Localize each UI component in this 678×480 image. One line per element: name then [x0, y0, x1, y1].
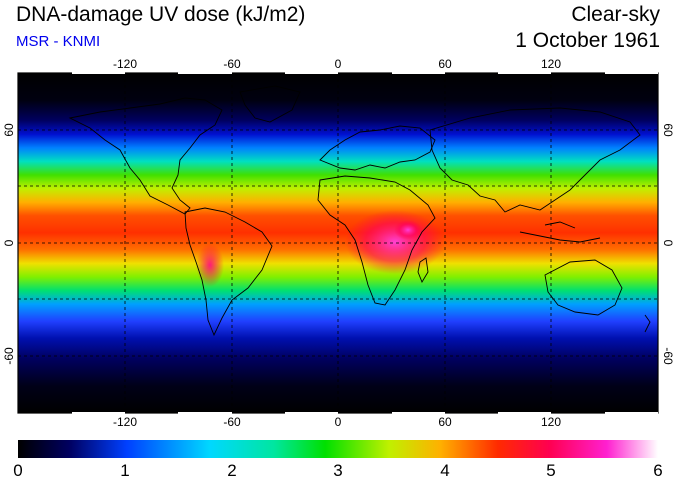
- colorbar-tick: 2: [227, 461, 236, 480]
- coastline-new-zealand: [644, 314, 651, 333]
- lat-label-left: 0: [2, 239, 16, 246]
- lon-labels-top: -120 -60 0 60 120: [113, 57, 561, 71]
- coastline-indonesia: [519, 221, 601, 243]
- coastline-europe: [319, 125, 436, 171]
- lon-labels-bottom: -120 -60 0 60 120: [113, 415, 561, 429]
- lon-label-bottom: -120: [113, 415, 137, 429]
- colorbar-tick: 3: [333, 461, 342, 480]
- coastlines: [68, 85, 651, 337]
- colorbar-labels: 0 1 2 3 4 5 6: [13, 461, 662, 480]
- lon-label-bottom: 120: [541, 415, 561, 429]
- lon-label-top: 60: [438, 57, 452, 71]
- colorbar: [18, 440, 658, 458]
- lon-label-top: 120: [541, 57, 561, 71]
- lon-label-top: 0: [335, 57, 342, 71]
- colorbar-tick: 0: [13, 461, 22, 480]
- coastline-north-america: [68, 97, 223, 215]
- coastline-greenland: [239, 85, 301, 123]
- coastline-africa: [317, 175, 436, 306]
- coastline-australia: [544, 259, 623, 316]
- colorbar-tick: 1: [120, 461, 129, 480]
- lat-label-left: -60: [2, 347, 16, 365]
- lat-labels-right: 60 0 -60: [661, 123, 675, 365]
- lon-label-bottom: 60: [438, 415, 452, 429]
- colorbar-tick: 4: [440, 461, 449, 480]
- coastline-asia: [429, 107, 641, 213]
- frame-ticks: [72, 72, 658, 414]
- lon-label-bottom: -60: [223, 415, 241, 429]
- coastline-madagascar: [417, 257, 429, 284]
- source-label: MSR - KNMI: [16, 33, 101, 50]
- lat-label-right: -60: [661, 347, 675, 365]
- lat-label-right: 60: [661, 123, 675, 137]
- lat-label-right: 0: [661, 240, 675, 247]
- lon-label-bottom: 0: [335, 415, 342, 429]
- lon-label-top: -120: [113, 57, 137, 71]
- date-label: 1 October 1961: [515, 29, 660, 52]
- colorbar-tick: 5: [546, 461, 555, 480]
- map-title: DNA-damage UV dose (kJ/m2): [16, 3, 306, 26]
- sky-condition-label: Clear-sky: [571, 3, 660, 26]
- colorbar-tick: 6: [653, 461, 662, 480]
- lon-label-top: -60: [223, 57, 241, 71]
- coastline-south-america: [184, 207, 273, 337]
- graticule: [18, 73, 658, 413]
- lat-labels-left: 60 0 -60: [2, 123, 16, 365]
- lat-label-left: 60: [2, 123, 16, 137]
